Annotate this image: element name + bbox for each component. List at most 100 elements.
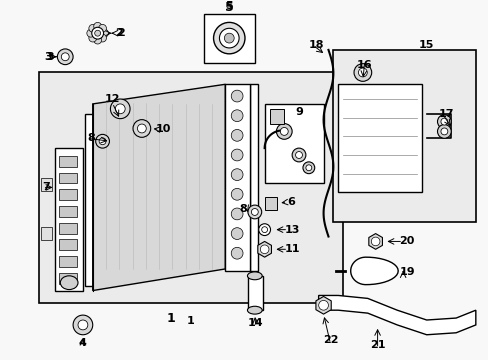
- Text: 3: 3: [46, 52, 54, 62]
- Circle shape: [291, 148, 305, 162]
- Text: 3: 3: [44, 52, 51, 62]
- Circle shape: [99, 24, 106, 32]
- Circle shape: [295, 152, 302, 158]
- Ellipse shape: [60, 276, 78, 289]
- Circle shape: [92, 27, 103, 39]
- Polygon shape: [315, 296, 330, 314]
- Polygon shape: [318, 296, 475, 335]
- Text: 14: 14: [247, 318, 263, 328]
- Polygon shape: [257, 242, 271, 257]
- Circle shape: [251, 208, 258, 215]
- Circle shape: [280, 127, 287, 135]
- Circle shape: [437, 125, 450, 138]
- Circle shape: [231, 130, 243, 141]
- Bar: [59, 239, 77, 250]
- Circle shape: [110, 99, 130, 119]
- Circle shape: [73, 315, 93, 335]
- Text: 2: 2: [115, 28, 123, 38]
- Circle shape: [305, 165, 311, 171]
- Text: 6: 6: [286, 197, 294, 207]
- Circle shape: [231, 169, 243, 180]
- Text: 1: 1: [187, 316, 194, 326]
- Text: 18: 18: [308, 40, 324, 50]
- Polygon shape: [350, 257, 397, 285]
- Text: 11: 11: [284, 244, 299, 254]
- Circle shape: [137, 124, 146, 133]
- Text: 20: 20: [399, 237, 414, 247]
- Bar: [59, 273, 77, 284]
- Circle shape: [224, 33, 234, 43]
- Circle shape: [115, 104, 125, 114]
- Circle shape: [231, 90, 243, 102]
- Circle shape: [231, 149, 243, 161]
- Bar: [39, 72, 343, 303]
- Text: 2: 2: [106, 28, 125, 38]
- Circle shape: [231, 188, 243, 200]
- Circle shape: [437, 115, 450, 129]
- Bar: [59, 223, 77, 234]
- Bar: [59, 256, 77, 267]
- Text: 7: 7: [42, 183, 50, 192]
- Bar: [41, 177, 52, 192]
- Circle shape: [231, 110, 243, 122]
- Ellipse shape: [247, 306, 262, 314]
- Circle shape: [219, 28, 239, 48]
- Circle shape: [57, 49, 73, 65]
- Circle shape: [99, 34, 106, 42]
- Text: 19: 19: [398, 267, 414, 277]
- Text: 5: 5: [225, 1, 233, 11]
- Bar: [225, 84, 249, 271]
- Text: 22: 22: [322, 335, 338, 345]
- Text: 21: 21: [369, 339, 385, 350]
- Bar: [59, 206, 77, 217]
- Bar: [247, 276, 262, 310]
- Bar: [203, 14, 254, 63]
- Ellipse shape: [247, 272, 262, 280]
- Text: 17: 17: [438, 109, 453, 119]
- Circle shape: [94, 22, 102, 30]
- Circle shape: [258, 224, 270, 235]
- Circle shape: [99, 138, 106, 145]
- Circle shape: [61, 53, 69, 61]
- Circle shape: [276, 123, 291, 139]
- Bar: [264, 197, 277, 210]
- Bar: [338, 84, 421, 192]
- Text: 8: 8: [239, 204, 246, 214]
- Circle shape: [231, 208, 243, 220]
- Circle shape: [358, 68, 366, 77]
- Circle shape: [78, 320, 88, 330]
- Circle shape: [353, 64, 371, 81]
- Circle shape: [260, 245, 268, 253]
- Circle shape: [213, 22, 244, 54]
- Bar: [264, 104, 323, 183]
- Bar: [85, 114, 93, 285]
- Bar: [59, 156, 77, 167]
- Circle shape: [261, 227, 267, 233]
- Text: 4: 4: [79, 338, 87, 348]
- Circle shape: [95, 30, 101, 36]
- Bar: [59, 173, 77, 184]
- Text: 10: 10: [156, 125, 171, 134]
- Polygon shape: [368, 234, 382, 249]
- Circle shape: [89, 34, 97, 42]
- Text: 5: 5: [224, 1, 233, 14]
- Bar: [333, 50, 475, 222]
- Circle shape: [440, 128, 447, 135]
- Text: 16: 16: [356, 60, 372, 69]
- Bar: [41, 227, 52, 240]
- Bar: [269, 109, 284, 123]
- Text: 15: 15: [418, 40, 433, 50]
- Circle shape: [87, 29, 95, 37]
- Circle shape: [318, 300, 328, 310]
- Bar: [59, 189, 77, 200]
- Circle shape: [231, 247, 243, 259]
- Circle shape: [231, 228, 243, 239]
- Circle shape: [89, 24, 97, 32]
- Text: 8: 8: [87, 133, 95, 143]
- Circle shape: [94, 36, 102, 44]
- Circle shape: [247, 205, 261, 219]
- Circle shape: [101, 29, 108, 37]
- Circle shape: [133, 120, 150, 137]
- Circle shape: [440, 118, 447, 125]
- Text: 1: 1: [166, 311, 175, 325]
